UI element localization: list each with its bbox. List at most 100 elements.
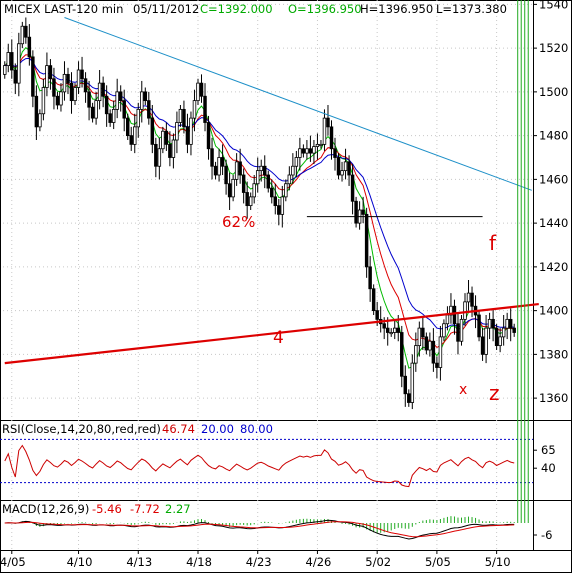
candle-body [498,336,502,347]
candle-body [94,100,98,119]
header-date: 05/11/2012 [133,2,199,16]
candle-body [456,323,460,342]
candle-body [284,183,288,198]
candle-body [182,108,186,128]
candle-body [10,52,14,71]
candle-body [252,183,256,198]
candle-body [34,95,39,128]
candle-body [140,91,144,110]
annotation-wave-4: 4 [273,328,284,348]
candle-body [87,91,91,108]
candle-body [350,174,355,202]
candle-body [414,345,418,364]
candle-body [224,165,228,185]
macd-value: -5.46 [92,502,122,516]
candle-body [108,113,112,123]
candle-body [55,95,60,106]
macd-signal-value: -7.72 [130,502,160,516]
candle-body [154,143,158,167]
candle-body [234,161,239,180]
candle-body [505,318,509,329]
candle-body [336,157,341,176]
candle-body [270,187,274,198]
candle-body [361,209,365,215]
candle-body [203,95,207,123]
candle-body [227,183,232,198]
candle-body [421,327,425,338]
time-tick-label: 4/23 [246,555,272,569]
candle-body [178,108,183,123]
candle-body [48,65,53,80]
rsi-line [4,444,515,488]
candle-body [445,314,450,325]
candle-body [382,323,386,329]
price-grid [3,0,533,550]
candle-body [280,196,285,215]
macd-label: MACD(12,26,9) [2,502,89,516]
candle-body [210,148,214,167]
candle-body [129,135,133,145]
candle-body [150,117,155,145]
candle-body [73,87,77,102]
annotation-wave-x: x [459,382,467,398]
candle-body [164,130,169,145]
candle-body [393,327,397,333]
candle-body [347,161,351,176]
candle-body [111,108,116,123]
candle-body [438,336,443,368]
candle-body [487,318,492,329]
macd-pane: -6 [4,0,552,542]
candle-body [512,327,516,333]
candle-body [101,82,105,97]
annotation-fib-62: 62% [222,213,255,231]
candle-body [3,65,7,75]
price-tick-label: 1360 [539,391,568,405]
candle-body [133,126,137,145]
candle-body [315,143,320,147]
candle-body [494,327,499,347]
candle-body [410,362,415,403]
header-symbol: MICEX LAST-120 min [4,2,123,16]
candle-body [354,200,358,224]
candle-body [122,100,126,119]
annotation-wave-f: f [489,231,497,255]
macd-tick-label: -6 [541,528,552,542]
price-tick-label: 1480 [539,129,568,143]
candle-body [305,148,309,154]
candle-body [508,318,513,329]
candle-body [368,266,372,290]
candle-body [308,148,313,154]
candle-body [491,318,495,329]
candle-body [41,87,46,115]
rsi-tick-label: 40 [541,461,556,475]
candle-body [266,174,270,189]
candle-body [83,78,88,93]
candle-body [20,25,25,45]
candle-body [389,332,393,335]
price-tick-label: 1420 [539,260,568,274]
candle-body [118,91,123,102]
header-low: L=1373.380 [436,2,507,16]
time-tick-label: 4/18 [186,555,212,569]
candle-body [333,148,337,158]
header-open: O=1396.950 [288,2,362,16]
trendlines [4,17,539,365]
candle-body [76,69,81,88]
candle-body [287,174,292,185]
price-tick-label: 1460 [539,172,568,186]
candle-body [245,192,249,207]
candle-body [115,91,119,110]
candle-body [329,126,334,150]
header-close: C=1392.000 [200,2,273,16]
candle-body [343,161,348,172]
rsi-tick-label: 65 [541,443,556,457]
price-tick-label: 1380 [539,347,568,361]
candle-body [62,73,67,93]
candle-body [431,340,436,364]
candle-body [501,327,506,338]
candle-body [136,108,140,128]
candle-body [435,362,439,368]
time-tick-label: 4/10 [67,555,93,569]
candle-body [27,36,32,58]
